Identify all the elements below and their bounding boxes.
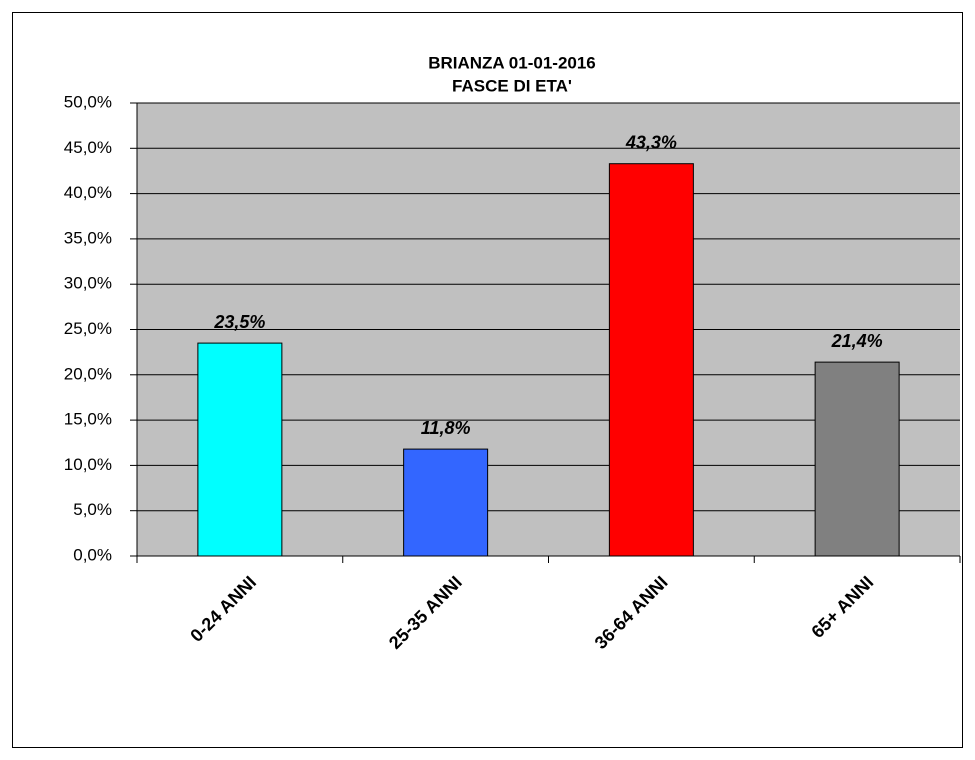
value-label: 43,3% bbox=[625, 132, 677, 152]
value-label: 23,5% bbox=[213, 312, 265, 332]
chart-subtitle: FASCE DI ETA' bbox=[452, 76, 572, 95]
y-tick-label: 15,0% bbox=[64, 410, 112, 429]
y-tick-label: 5,0% bbox=[73, 500, 112, 519]
bar bbox=[197, 342, 283, 557]
value-label: 21,4% bbox=[831, 331, 883, 351]
y-tick-label: 45,0% bbox=[64, 138, 112, 157]
y-tick-label: 20,0% bbox=[64, 364, 112, 383]
y-tick-label: 10,0% bbox=[64, 455, 112, 474]
bar bbox=[814, 361, 900, 557]
y-tick-label: 25,0% bbox=[64, 319, 112, 338]
bar bbox=[403, 448, 489, 557]
y-tick-label: 50,0% bbox=[64, 92, 112, 111]
value-label: 11,8% bbox=[421, 418, 471, 438]
y-tick-label: 0,0% bbox=[73, 545, 112, 564]
chart-title: BRIANZA 01-01-2016 bbox=[428, 53, 596, 72]
y-tick-label: 40,0% bbox=[64, 183, 112, 202]
bar bbox=[608, 163, 694, 557]
y-tick-label: 30,0% bbox=[64, 274, 112, 293]
y-tick-label: 35,0% bbox=[64, 228, 112, 247]
